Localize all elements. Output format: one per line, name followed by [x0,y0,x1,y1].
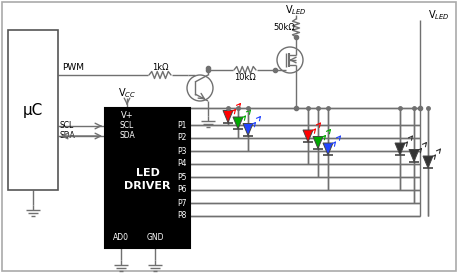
Text: P1: P1 [178,120,187,129]
Polygon shape [313,136,323,149]
Text: P5: P5 [178,173,187,182]
Text: P3: P3 [178,147,187,156]
Text: 1kΩ: 1kΩ [152,64,168,73]
Text: V$_{LED}$: V$_{LED}$ [285,3,307,17]
Text: P2: P2 [178,133,187,143]
Bar [105,108,190,248]
Polygon shape [243,123,253,135]
Text: SDA: SDA [119,132,135,141]
Text: P4: P4 [178,159,187,168]
Polygon shape [395,143,405,155]
Polygon shape [223,111,233,123]
Text: GND: GND [146,233,164,242]
Bar [8,30,58,190]
Text: P8: P8 [178,212,187,221]
Text: P7: P7 [178,198,187,207]
Polygon shape [323,143,333,155]
Text: 10kΩ: 10kΩ [234,73,256,82]
Text: V$_{LED}$: V$_{LED}$ [428,8,450,22]
Polygon shape [423,156,433,168]
Polygon shape [303,130,313,142]
Text: 50kΩ: 50kΩ [273,23,295,32]
Text: SCL: SCL [60,121,74,130]
Polygon shape [233,117,243,129]
Text: SCL: SCL [120,121,134,130]
Text: LED: LED [136,168,159,178]
Text: V+: V+ [121,111,133,120]
Polygon shape [409,150,419,162]
Text: SDA: SDA [60,132,76,141]
Text: DRIVER: DRIVER [124,181,171,191]
Text: P6: P6 [178,185,187,194]
Text: AD0: AD0 [113,233,129,242]
Text: μC: μC [23,102,43,117]
Text: PWM: PWM [62,64,84,73]
Text: V$_{CC}$: V$_{CC}$ [118,86,136,100]
